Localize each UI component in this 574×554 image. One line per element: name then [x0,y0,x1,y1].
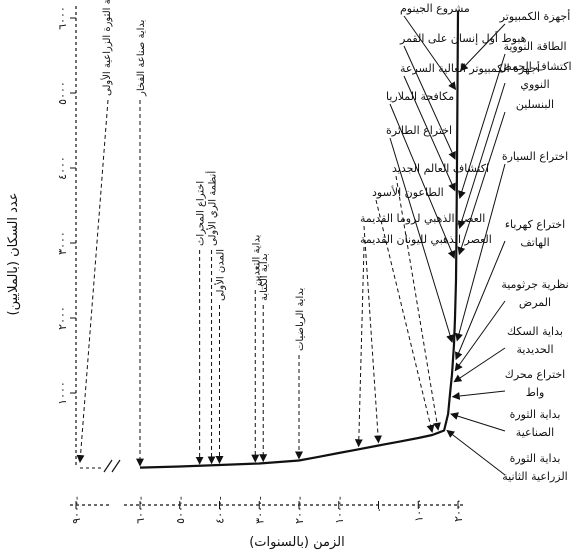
annotation-label: هبوط أول إنسان على القمر [399,31,527,45]
x-tick-label: ٢٠٠٠- [293,496,306,524]
y-tick-label: ١٠٠٠ [56,381,69,405]
annotation-label: اختراع الطائرة [386,124,452,137]
axes: ١٠٠٠ ٢٠٠٠ ٣٠٠٠ ٤٠٠٠ ٥٠٠٠ ٦٠٠٠ ٩٠٠٠- ٦٠٠٠- ٥٠٠٠- ٤… [56,6,466,524]
annotation-label: الصناعية [516,426,554,439]
annotation-label: المرض [519,296,551,309]
annotation-label: مشروع الجينوم [400,2,470,15]
y-axis-title: عدد السكان (بالملايين) [6,193,21,316]
annotation-label: اختراع محرك [505,368,566,381]
x-tick-label: ٣٠٠٠- [253,496,266,524]
annotation-labels: بداية الثورة الزراعية الأولى بداية صناعة … [100,0,572,483]
axis-break-mark [103,459,113,473]
annotation-arrow [453,347,506,383]
annotation-arrow [457,82,506,229]
annotation-arrow [455,163,506,342]
annotation-label: الزراعية الثانية [502,470,567,483]
axis-break-mark [111,459,121,473]
x-tick-label: ٩٠٠٠- [70,496,83,524]
annotation-label: أجهزة الكمبيوتر العالية السرعة [400,61,540,75]
annotation-label: المدن الأولى [214,249,227,301]
annotation-arrow [354,246,365,448]
annotation-arrow [389,103,456,259]
annotation-label: اكتشاف الحمض [498,60,571,73]
annotation-label: بداية الثورة [510,408,561,421]
annotation-arrow [403,45,456,160]
annotation-label: بداية السكك [507,325,563,338]
annotation-label: الطاعون الأسود [372,185,444,199]
x-tick-label: ١٠٠٠- [333,496,346,524]
annotation-arrows [76,15,506,476]
annotation-label: مكافحة الملاريا [386,90,454,103]
annotation-label: اختراع المحراث [196,181,207,246]
population-line [139,10,460,469]
annotation-label: اختراع كهرباء [505,218,565,231]
annotation-label: بداية الثورة الزراعية الأولى [100,0,113,96]
annotation-arrow [459,23,506,72]
annotation-label: اختراع السيارة [502,150,568,163]
annotation-label: بداية الثورة [510,452,561,465]
annotation-label: النووي [520,78,549,91]
annotation-label: اكتشاف العالم الجديد [392,162,489,175]
annotation-label: الحديدية [516,343,553,356]
y-tick-label: ٤٠٠٠ [56,156,69,180]
annotation-label: نظرية جرثومية [501,278,568,291]
annotation-label: أجهزة الكمبيوتر [499,9,571,23]
x-tick-label: ٤٠٠٠- [214,496,227,524]
x-axis-title: الزمن (بالسنوات) [249,535,345,550]
annotation-label: أنظمة الري الأولى [206,171,219,246]
x-tick-label: ٥٠٠٠- [174,496,187,524]
annotation-label: الهاتف [520,236,549,249]
x-tick-label: ٠ [373,507,386,513]
series [139,10,460,469]
annotation-label: بداية الكتابة [259,253,270,301]
y-tick-label: ٦٠٠٠ [56,6,69,30]
annotation-arrow [395,175,441,431]
annotation-label: بداية الرياضيات [295,288,306,351]
annotation-label: واط [526,386,545,399]
annotation-label: الطاقة النووية [503,40,566,53]
annotation-arrow [454,300,506,372]
annotation-label: العصر الذهبي لروما القديمة [360,212,485,225]
annotation-label: بداية صناعة الفخار [136,20,147,97]
y-tick-label: ٢٠٠٠ [56,306,69,330]
y-tick-label: ٣٠٠٠ [56,231,69,255]
x-tick-label: ٦٠٠٠- [134,496,147,524]
annotation-arrow [389,137,454,343]
annotation-arrow [457,111,506,256]
annotation-label: البنسلين [516,98,554,111]
annotation-label: بداية التعدين [251,235,262,286]
annotation-label: العصر الذهبي لليونان القديمة [360,233,492,246]
annotation-arrow [455,240,506,361]
annotation-arrow [403,15,457,91]
annotation-arrow [363,225,383,444]
x-tick-label: ١٠٠٠ [412,498,425,522]
y-tick-label: ٥٠٠٠ [56,81,69,105]
annotation-arrow [375,199,435,433]
annotation-arrow [403,75,456,192]
annotation-arrow [446,429,506,476]
x-tick-label: ٢٠٠٠ [452,498,465,522]
annotation-arrow [451,390,506,400]
annotation-arrow [76,99,109,463]
annotation-arrow [458,53,506,199]
annotation-arrow [450,412,506,432]
